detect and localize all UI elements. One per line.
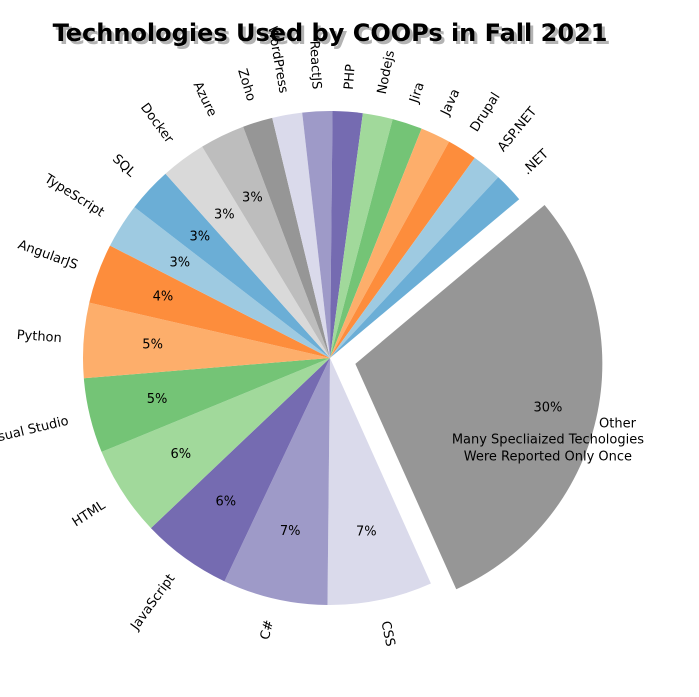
- pie-slices: [83, 111, 603, 605]
- pie-slice-typescript: [110, 207, 331, 358]
- pie-slice-zoho: [243, 117, 330, 358]
- slice-pct-other: 30%: [533, 401, 562, 416]
- slice-pct-html: 6%: [170, 447, 191, 462]
- slice-label-nodejs: Nodejs: [375, 49, 398, 96]
- slice-label-other: Other: [599, 417, 637, 432]
- pie-slice-php: [330, 111, 363, 358]
- pie-slice-html: [101, 358, 330, 529]
- slice-pct-javascript: 6%: [215, 495, 236, 510]
- pie-slice-net: [330, 177, 520, 358]
- slice-label-html: HTML: [70, 498, 109, 531]
- chart-title-shadow: Technologies Used by COOPs in Fall 2021: [56, 22, 611, 50]
- slice-label-visual-studio: Visual Studio: [0, 414, 70, 448]
- slice-pct-angularjs: 4%: [153, 290, 174, 305]
- pie-slice-azure: [202, 126, 330, 358]
- slice-label-c: C#: [258, 618, 277, 641]
- pie-slice-nodejs: [330, 113, 393, 358]
- pie-slice-asp-net: [330, 157, 499, 358]
- slice-label-javascript: JavaScript: [127, 572, 178, 634]
- slice-label-azure: Azure: [190, 79, 220, 119]
- pie-slice-css: [327, 358, 431, 605]
- slice-label-zoho: Zoho: [234, 67, 258, 103]
- slice-label-reactjs: ReactJS: [306, 40, 323, 89]
- pie-slice-c: [224, 358, 330, 605]
- slice-label-sql: SQL: [109, 152, 139, 181]
- pie-slice-angularjs: [89, 245, 330, 358]
- slice-pct-docker: 3%: [214, 207, 235, 222]
- slice-pct-typescript: 3%: [169, 255, 190, 270]
- slice-label-php: PHP: [342, 64, 359, 91]
- slice-label-docker: Docker: [137, 101, 177, 147]
- slice-pct-css: 7%: [356, 525, 377, 540]
- pie-slice-java: [330, 128, 450, 358]
- slice-annotation-line: Many Specliaized Techologies: [452, 433, 644, 448]
- pie-slice-jira: [330, 119, 422, 358]
- slice-pct-python: 5%: [142, 338, 163, 353]
- slice-pct-c: 7%: [280, 524, 301, 539]
- slice-label-drupal: Drupal: [468, 90, 504, 135]
- slice-label-css: CSS: [378, 620, 398, 648]
- pie-slice-drupal: [330, 141, 475, 358]
- slice-label-java: Java: [438, 87, 464, 119]
- slice-label-typescript: TypeScript: [41, 171, 107, 220]
- pie-slice-javascript: [150, 358, 330, 582]
- slice-pct-sql: 3%: [189, 229, 210, 244]
- pie-slice-sql: [134, 173, 330, 358]
- slice-pct-azure: 3%: [242, 190, 263, 205]
- slice-label-angularjs: AngularJS: [16, 238, 80, 274]
- pie-slice-docker: [165, 146, 330, 358]
- slice-label-python: Python: [16, 328, 62, 346]
- slice-annotation-line: Were Reported Only Once: [464, 450, 632, 465]
- slice-label-asp-net: ASP.NET: [495, 104, 540, 154]
- pie-slice-visual-studio: [83, 358, 330, 452]
- slice-label-jira: Jira: [407, 80, 428, 105]
- pie-slice-wordpress: [272, 112, 330, 359]
- pie-slice-reactjs: [302, 111, 333, 358]
- pie-slice-other: [355, 205, 603, 590]
- chart-title: Technologies Used by COOPs in Fall 2021: [53, 19, 608, 47]
- slice-pct-visual-studio: 5%: [147, 392, 168, 407]
- pie-slice-python: [83, 302, 330, 379]
- slice-label-net: .NET: [520, 147, 552, 179]
